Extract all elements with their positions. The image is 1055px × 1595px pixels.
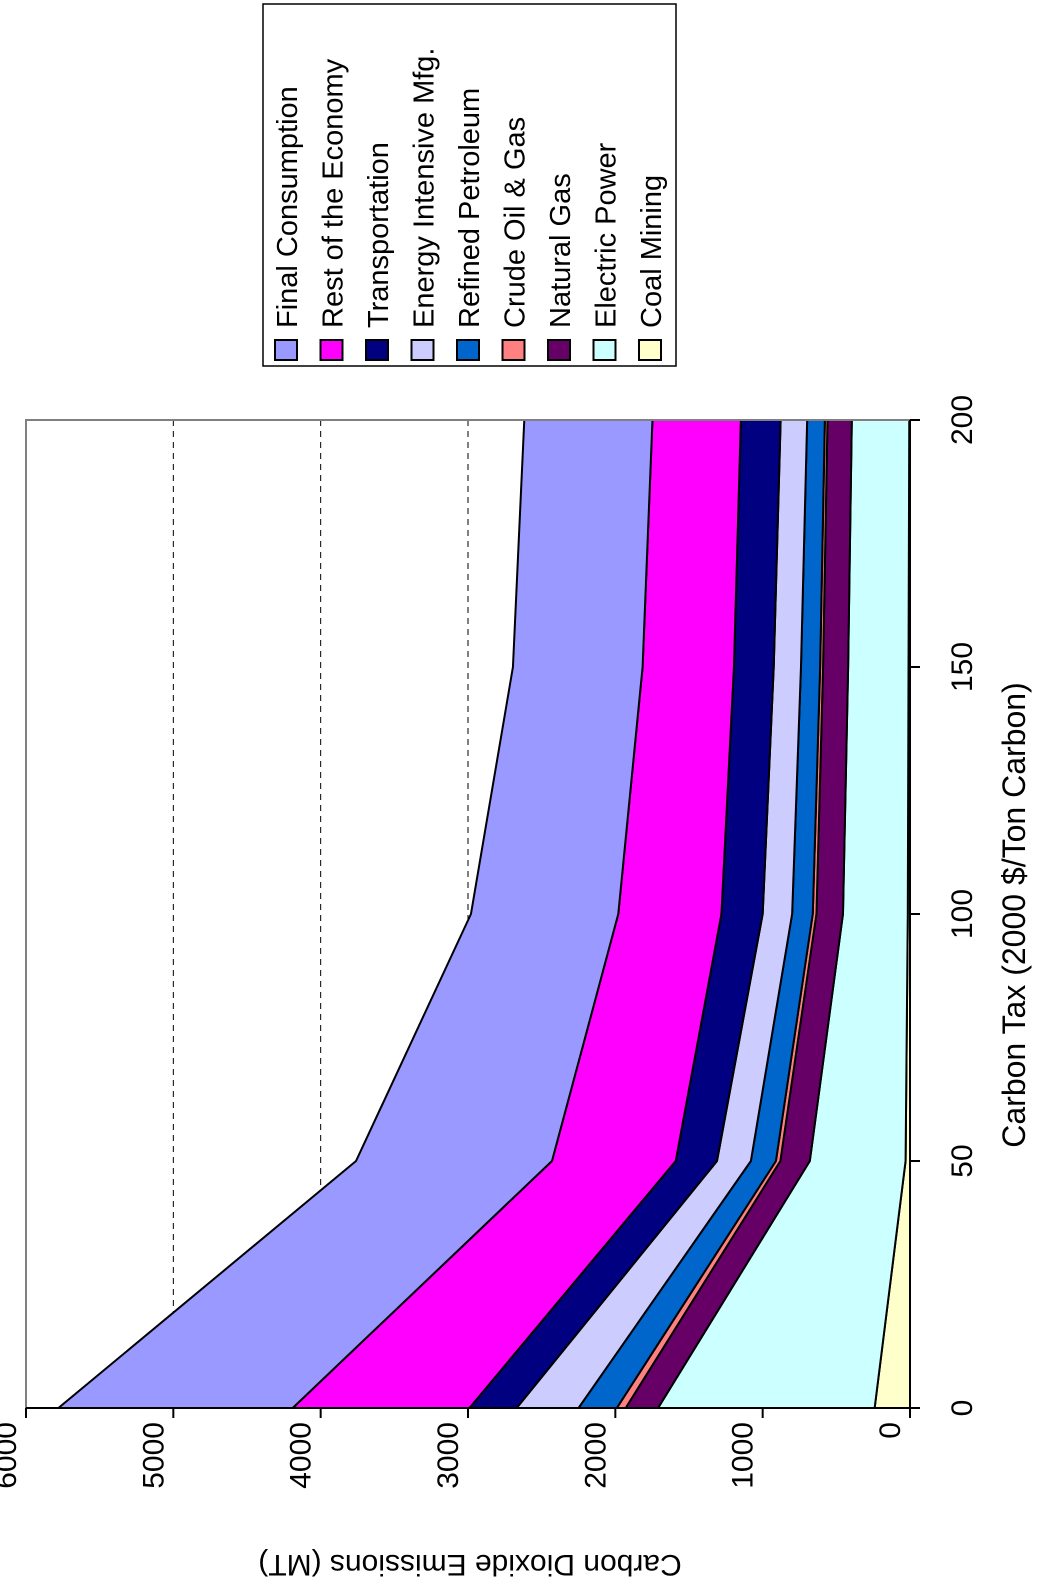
plot-layer [57, 419, 911, 1409]
legend-label-final-consumption: Final Consumption [272, 86, 304, 328]
y-tick-label: 0 [874, 1422, 907, 1439]
legend-label-natural-gas: Natural Gas [545, 173, 577, 328]
legend-label-transportation: Transportation [363, 142, 395, 328]
legend-swatch-refined-petroleum [456, 339, 480, 361]
legend-label-rest-of-the-economy: Rest of the Economy [318, 58, 350, 328]
legend-label-electric-power: Electric Power [591, 142, 623, 328]
legend-swatch-natural-gas [547, 339, 571, 361]
legend: Final Consumption Rest of the Economy Tran… [262, 3, 677, 367]
legend-label-energy-intensive-mfg: Energy Intensive Mfg. [409, 48, 441, 328]
x-tick-label: 150 [946, 642, 979, 692]
legend-label-refined-petroleum: Refined Petroleum [454, 88, 486, 328]
y-axis-label: Carbon Dioxide Emissions (MT) [258, 1548, 681, 1581]
x-tick-label: 100 [946, 889, 979, 939]
y-tick-label: 1000 [727, 1422, 760, 1489]
x-tick-label: 50 [946, 1144, 979, 1177]
legend-swatch-rest-of-the-economy [319, 339, 344, 361]
y-tick-label: 6000 [0, 1422, 23, 1489]
y-tick-label: 2000 [579, 1422, 612, 1489]
legend-swatch-electric-power [592, 339, 617, 361]
legend-swatch-transportation [365, 339, 389, 361]
y-tick-label: 3000 [432, 1422, 465, 1489]
legend-swatch-coal-mining [638, 339, 662, 361]
legend-box [262, 3, 677, 367]
legend-label-coal-mining: Coal Mining [636, 175, 668, 328]
legend-swatch-energy-intensive-mfg [410, 339, 435, 361]
y-tick-label: 4000 [285, 1422, 318, 1489]
legend-swatch-crude-oil-gas [501, 339, 526, 361]
x-axis-label: Carbon Tax (2000 $/Ton Carbon) [996, 682, 1032, 1147]
legend-label-crude-oil-gas: Crude Oil & Gas [500, 117, 532, 328]
x-tick-label: 200 [946, 395, 979, 445]
y-tick-label: 5000 [137, 1422, 170, 1489]
legend-swatch-final-consumption [274, 339, 298, 361]
x-tick-label: 0 [946, 1400, 979, 1417]
